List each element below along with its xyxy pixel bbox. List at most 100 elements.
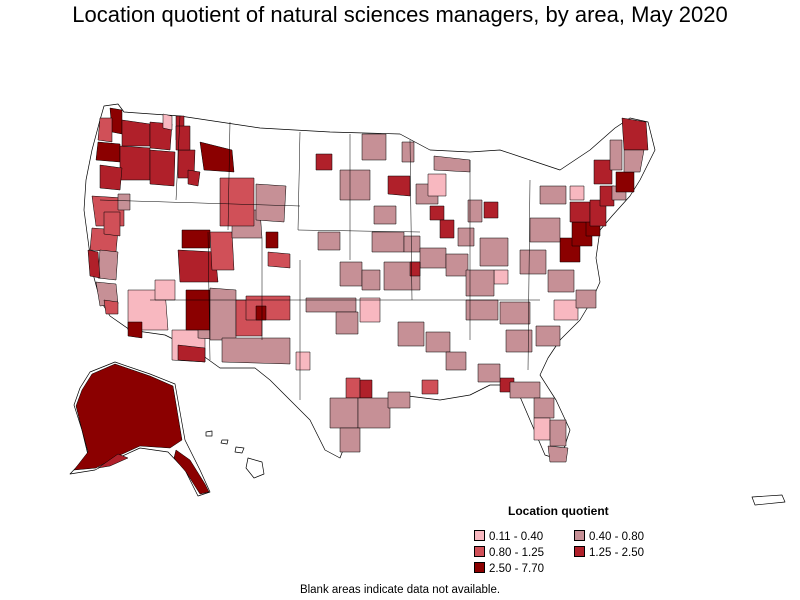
- area-ok-central: [335, 311, 359, 335]
- area-spokane-pink: [162, 113, 173, 131]
- area-nv-reno: [103, 211, 121, 237]
- area-nv-north: [117, 193, 131, 211]
- area-in-central: [445, 253, 469, 277]
- area-ca-central: [97, 249, 119, 281]
- area-il-chicago: [439, 219, 455, 239]
- area-il-central: [419, 247, 447, 269]
- area-alaska-peninsula: [97, 453, 129, 469]
- area-az-north: [154, 279, 176, 301]
- area-mn-north: [339, 169, 371, 201]
- area-nm-central: [209, 287, 237, 341]
- area-ga-north: [505, 329, 533, 353]
- area-tx-pink: [295, 351, 311, 371]
- legend-item-2: 0.40 - 0.80: [574, 530, 644, 543]
- area-wy-northwest: [219, 177, 255, 227]
- legend-item-3: 0.80 - 1.25: [474, 546, 544, 559]
- area-fl-north: [533, 397, 555, 419]
- area-wy-east: [255, 183, 287, 223]
- area-tx-dallas: [359, 379, 373, 399]
- area-portland: [95, 141, 121, 163]
- area-ny-west: [539, 185, 567, 205]
- area-co-springs: [267, 251, 291, 269]
- legend-item-label: 0.80 - 1.25: [489, 547, 544, 559]
- area-la-east: [421, 379, 439, 395]
- area-ia-central: [371, 231, 405, 253]
- area-ut-central: [177, 249, 219, 283]
- area-ky-central: [465, 269, 495, 297]
- area-oregon-central: [119, 145, 151, 181]
- legend-item-label: 1.25 - 2.50: [589, 547, 644, 559]
- hawaii-maui: [234, 446, 245, 454]
- area-montana-west: [199, 141, 235, 173]
- area-oregon-east: [149, 149, 176, 187]
- area-fl-pink: [533, 417, 551, 441]
- legend-swatch: [474, 546, 485, 557]
- area-tn-east: [499, 301, 531, 325]
- legend-item-1: 0.11 - 0.40: [474, 530, 543, 543]
- area-pa-east: [569, 201, 591, 223]
- area-tn-central: [465, 299, 499, 321]
- area-oh-pink: [493, 269, 509, 285]
- area-tx-south: [339, 427, 361, 453]
- footnote: Blank areas indicate data not available.: [299, 584, 501, 596]
- area-nc-pink: [553, 299, 579, 321]
- area-ne-lincoln: [317, 231, 341, 251]
- legend-item-label: 2.50 - 7.70: [489, 563, 544, 575]
- area-nm-north: [185, 289, 211, 331]
- area-nm-west: [221, 337, 291, 365]
- area-al-central: [477, 363, 501, 383]
- area-tx-north: [345, 377, 361, 399]
- map-title: Location quotient of natural sciences ma…: [72, 2, 728, 27]
- area-mt-east-pink: [315, 153, 333, 171]
- area-wa-central: [121, 119, 151, 147]
- area-nm-la: [255, 305, 267, 321]
- area-ia-east: [403, 235, 421, 253]
- area-sc-central: [535, 325, 561, 347]
- puerto-rico-outline: [751, 494, 786, 506]
- area-ny-east: [593, 159, 613, 185]
- area-nm-taos: [245, 295, 291, 321]
- area-tx-east: [329, 397, 359, 429]
- area-idaho-central: [175, 125, 191, 151]
- area-fl-south: [547, 445, 569, 463]
- area-mo-stl: [409, 261, 421, 277]
- area-la-central: [387, 391, 411, 409]
- area-nh: [609, 139, 623, 171]
- area-ok-pink: [359, 297, 381, 323]
- area-wi-north: [401, 141, 415, 163]
- area-co-denver: [265, 231, 279, 249]
- area-ms-central: [445, 351, 467, 371]
- area-fl-central: [549, 419, 567, 447]
- area-mi-grand: [467, 199, 483, 223]
- area-ks-lawrence: [361, 269, 381, 291]
- area-alaska-southeast: [173, 449, 210, 495]
- area-ma-boston: [615, 171, 635, 193]
- area-fl-panhandle: [509, 381, 541, 399]
- area-ny-city: [599, 185, 615, 207]
- area-ar-east: [425, 331, 451, 353]
- area-az-sierra: [177, 344, 206, 363]
- area-montana-pink: [187, 169, 201, 187]
- legend-swatch: [474, 562, 485, 573]
- area-va-central: [547, 269, 575, 293]
- area-tx-houston: [357, 397, 391, 429]
- area-wi-madison: [429, 205, 445, 221]
- area-nd-east: [361, 133, 387, 161]
- area-ar-central: [397, 321, 425, 347]
- legend-swatch: [574, 530, 585, 541]
- area-me-north: [621, 117, 649, 151]
- legend-item-label: 0.40 - 0.80: [589, 531, 644, 543]
- area-pa-central: [529, 217, 561, 243]
- area-ut-north: [181, 229, 211, 249]
- area-ca-coast: [87, 249, 101, 279]
- area-alaska: [73, 363, 183, 471]
- area-ks-manhattan: [339, 261, 363, 287]
- hawaii-kauai: [205, 430, 213, 437]
- legend-swatch: [474, 530, 485, 541]
- area-wa-west: [97, 117, 113, 143]
- legend-title: Location quotient: [508, 504, 609, 518]
- area-co-west: [209, 231, 235, 271]
- hawaii-oahu: [220, 439, 229, 445]
- area-ca-imperial: [127, 321, 143, 339]
